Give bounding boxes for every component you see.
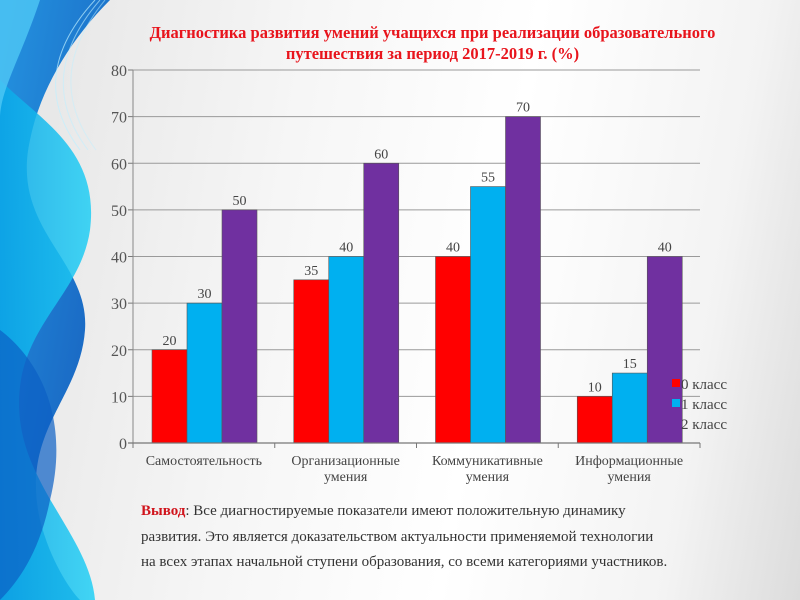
legend-label: 2 класс [681,417,727,433]
x-category-label: Организационные [291,454,399,469]
y-tick-label: 30 [111,296,127,313]
bar-0-класс [435,256,471,444]
y-tick-label: 0 [119,436,127,453]
data-label: 55 [481,171,495,186]
legend-label: 1 класс [681,397,727,413]
data-label: 70 [516,101,530,116]
x-category-label: Коммуникативные [432,454,543,469]
bar-2-класс [505,116,541,444]
y-tick-label: 20 [111,343,127,360]
conclusion-text: Вывод: Все диагностируемые показатели им… [141,499,781,576]
data-label: 10 [588,380,602,395]
x-category-label: Информационные [575,454,683,469]
y-tick-label: 70 [111,110,127,127]
y-tick-label: 60 [111,156,127,173]
y-tick-label: 50 [111,203,127,220]
y-tick-label: 80 [111,63,127,80]
y-tick-label: 40 [111,250,127,267]
legend-marker-1-класс [672,399,680,407]
x-category-label: умения [466,470,510,485]
data-label: 40 [339,241,353,256]
bar-0-класс [293,279,330,444]
data-label: 30 [198,287,212,302]
conclusion-line-3: на всех этапах начальной ступени образов… [141,554,668,570]
x-category-label: умения [607,470,651,485]
chart-title-line1: Диагностика развития умений учащихся при… [149,23,716,42]
wave-line [55,0,96,151]
legend-label: 0 класс [681,377,727,393]
conclusion-lead: Вывод [141,503,186,519]
chart-title: Диагностика развития умений учащихся при… [80,22,785,64]
bar-1-класс [328,256,365,444]
data-label: 35 [304,264,318,279]
y-tick-label: 10 [111,389,127,406]
conclusion-line-1: Вывод: Все диагностируемые показатели им… [141,499,781,525]
bar-2-класс [221,209,258,444]
x-category-label: Самостоятельность [146,454,262,469]
data-label: 60 [374,147,388,162]
data-label: 15 [623,357,637,372]
wave-shape [0,0,40,120]
chart-title-line2: путешествия за период 2017-2019 г. (%) [285,44,580,63]
data-label: 40 [658,241,672,256]
bar-1-класс [186,302,223,444]
data-label: 50 [233,194,247,209]
data-label: 20 [163,334,177,349]
bar-2-класс [646,256,683,444]
bar-1-класс [611,372,648,444]
conclusion-line-2: развития. Это является доказательством а… [141,528,654,545]
wave-line [70,0,106,151]
legend-marker-2-класс [672,419,680,427]
legend-marker-0-класс [672,379,680,387]
bar-1-класс [470,186,506,444]
wave-shape [0,330,57,600]
x-category-label: умения [324,470,368,485]
bar-0-класс [576,396,613,444]
conclusion-line1-text: : Все диагностируемые показатели имеют п… [185,503,626,519]
bar-2-класс [363,162,400,444]
wave-line [62,0,101,151]
bar-0-класс [151,349,188,444]
data-label: 40 [446,241,460,256]
